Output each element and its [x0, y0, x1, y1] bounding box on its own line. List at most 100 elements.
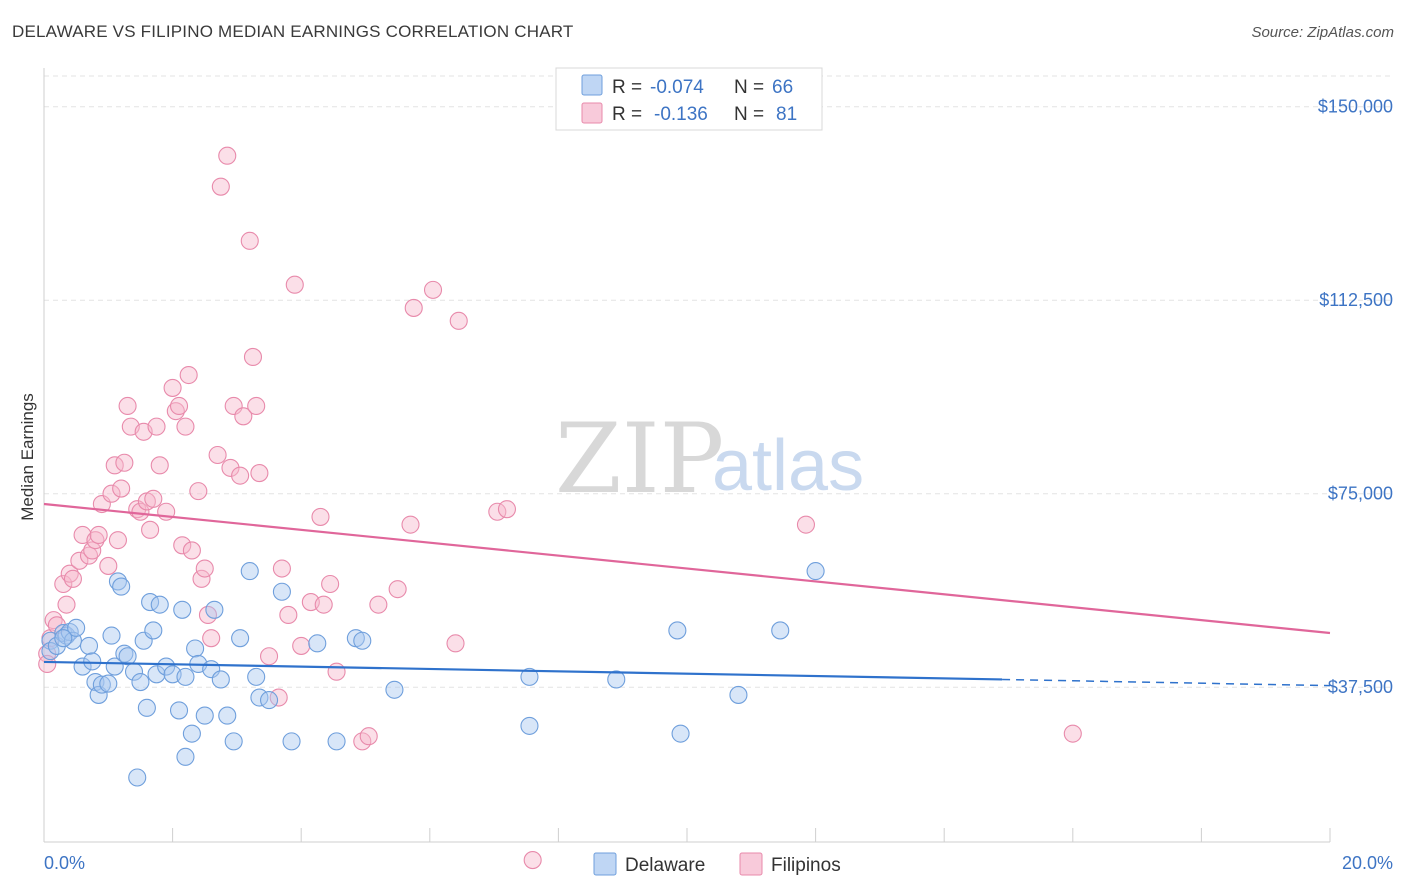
- delaware-point: [144, 621, 163, 640]
- filipinos-point: [423, 280, 443, 299]
- delaware-point: [353, 631, 372, 650]
- delaware-point: [115, 644, 134, 663]
- delaware-point: [247, 667, 266, 686]
- delaware-point: [137, 698, 156, 717]
- filipinos-point: [359, 727, 378, 746]
- delaware-point: [131, 672, 150, 692]
- filipinos-point: [79, 546, 99, 565]
- delaware-point: [327, 732, 346, 751]
- delaware-point: [282, 732, 301, 751]
- delaware-point: [668, 621, 687, 640]
- delaware-point: [205, 600, 224, 619]
- filipinos-point: [195, 559, 214, 578]
- filipinos-point: [182, 541, 201, 560]
- delaware-point: [79, 636, 99, 655]
- filipinos-point: [446, 634, 465, 653]
- filipinos-point: [54, 574, 73, 594]
- filipinos-point: [279, 605, 298, 625]
- filipinos-point: [150, 456, 169, 475]
- filipinos-point: [99, 556, 118, 575]
- y-tick-label: $112,500: [1319, 290, 1393, 310]
- filipinos-point: [118, 396, 137, 416]
- delaware-point: [182, 724, 201, 743]
- bottom-legend: Delaware Filipinos: [593, 852, 841, 876]
- delaware-point: [150, 595, 169, 614]
- filipinos-point: [321, 574, 340, 594]
- filipinos-point: [314, 595, 333, 614]
- filipinos-point: [102, 484, 121, 503]
- filipinos-point: [243, 347, 263, 367]
- delaware-point: [128, 768, 147, 787]
- y-axis-title: Median Earnings: [18, 393, 37, 521]
- delaware-point: [195, 706, 214, 725]
- delaware-point: [99, 674, 118, 693]
- legend-swatch-filipinos: [581, 102, 603, 124]
- delaware-point: [671, 724, 690, 743]
- filipinos-point: [176, 417, 195, 436]
- delaware-point: [173, 600, 192, 619]
- filipinos-point: [147, 417, 166, 436]
- filipinos-point: [202, 629, 221, 648]
- filipinos-point: [208, 445, 227, 465]
- filipinos-point: [272, 559, 291, 578]
- filipinos-point: [240, 231, 259, 250]
- delaware-point: [520, 716, 539, 735]
- filipinos-point: [250, 464, 269, 483]
- bottom-legend-label-filipinos: Filipinos: [771, 855, 841, 876]
- filipinos-point: [83, 541, 102, 560]
- filipinos-point: [259, 647, 279, 666]
- delaware-point: [240, 562, 259, 581]
- y-tick-label: $150,000: [1318, 97, 1393, 117]
- legend-n-value-filipinos: 81: [776, 104, 797, 125]
- filipinos-point: [57, 595, 76, 614]
- delaware-point: [176, 747, 195, 766]
- delaware-point: [102, 626, 121, 645]
- legend-n-value-delaware: 66: [772, 77, 793, 98]
- delaware-point: [218, 706, 237, 725]
- filipinos-trend-line: [43, 502, 1331, 635]
- delaware-point: [385, 680, 404, 699]
- trend-lines: [43, 502, 1331, 687]
- filipinos-point: [211, 177, 230, 196]
- delaware-point: [176, 667, 195, 686]
- delaware-point: [729, 685, 748, 704]
- legend-r-value-filipinos: -0.136: [654, 104, 708, 125]
- delaware-point: [118, 647, 137, 666]
- delaware-point: [224, 732, 243, 751]
- delaware-point: [231, 629, 250, 648]
- delaware-point: [308, 634, 327, 653]
- filipinos-point: [218, 146, 237, 165]
- filipinos-point: [388, 580, 407, 599]
- delaware-point: [259, 691, 279, 710]
- filipinos-point: [404, 298, 423, 317]
- delaware-point: [169, 701, 189, 720]
- filipinos-point: [292, 636, 311, 655]
- legend-r-value-delaware: -0.074: [650, 77, 704, 98]
- filipinos-point: [44, 611, 63, 630]
- filipinos-point: [70, 551, 89, 570]
- filipinos-point: [108, 531, 127, 550]
- filipinos-point: [192, 569, 211, 588]
- filipinos-point: [60, 564, 79, 583]
- filipinos-point: [497, 500, 517, 519]
- delaware-point: [108, 572, 127, 591]
- y-tick-label: $37,500: [1328, 677, 1393, 697]
- filipinos-point: [163, 378, 182, 397]
- filipinos-point: [173, 536, 192, 555]
- legend-n-label-filipinos: N =: [734, 104, 764, 125]
- chart-title: DELAWARE VS FILIPINO MEDIAN EARNINGS COR…: [12, 22, 574, 41]
- filipinos-point: [112, 479, 131, 498]
- filipinos-point: [285, 275, 304, 294]
- legend: R = -0.074 N = 66 R = -0.136 N = 81: [555, 67, 823, 131]
- filipinos-point: [115, 453, 134, 472]
- y-tick-label: $75,000: [1328, 484, 1393, 504]
- delaware-point: [147, 665, 166, 684]
- delaware-point: [607, 670, 626, 689]
- y-tick-labels: $37,500 $75,000 $112,500 $150,000: [1318, 97, 1393, 698]
- filipinos-point: [311, 507, 330, 526]
- legend-r-label-delaware: R =: [612, 77, 642, 98]
- delaware-point: [186, 639, 205, 658]
- filipinos-point: [1063, 724, 1082, 743]
- filipinos-point: [166, 402, 185, 421]
